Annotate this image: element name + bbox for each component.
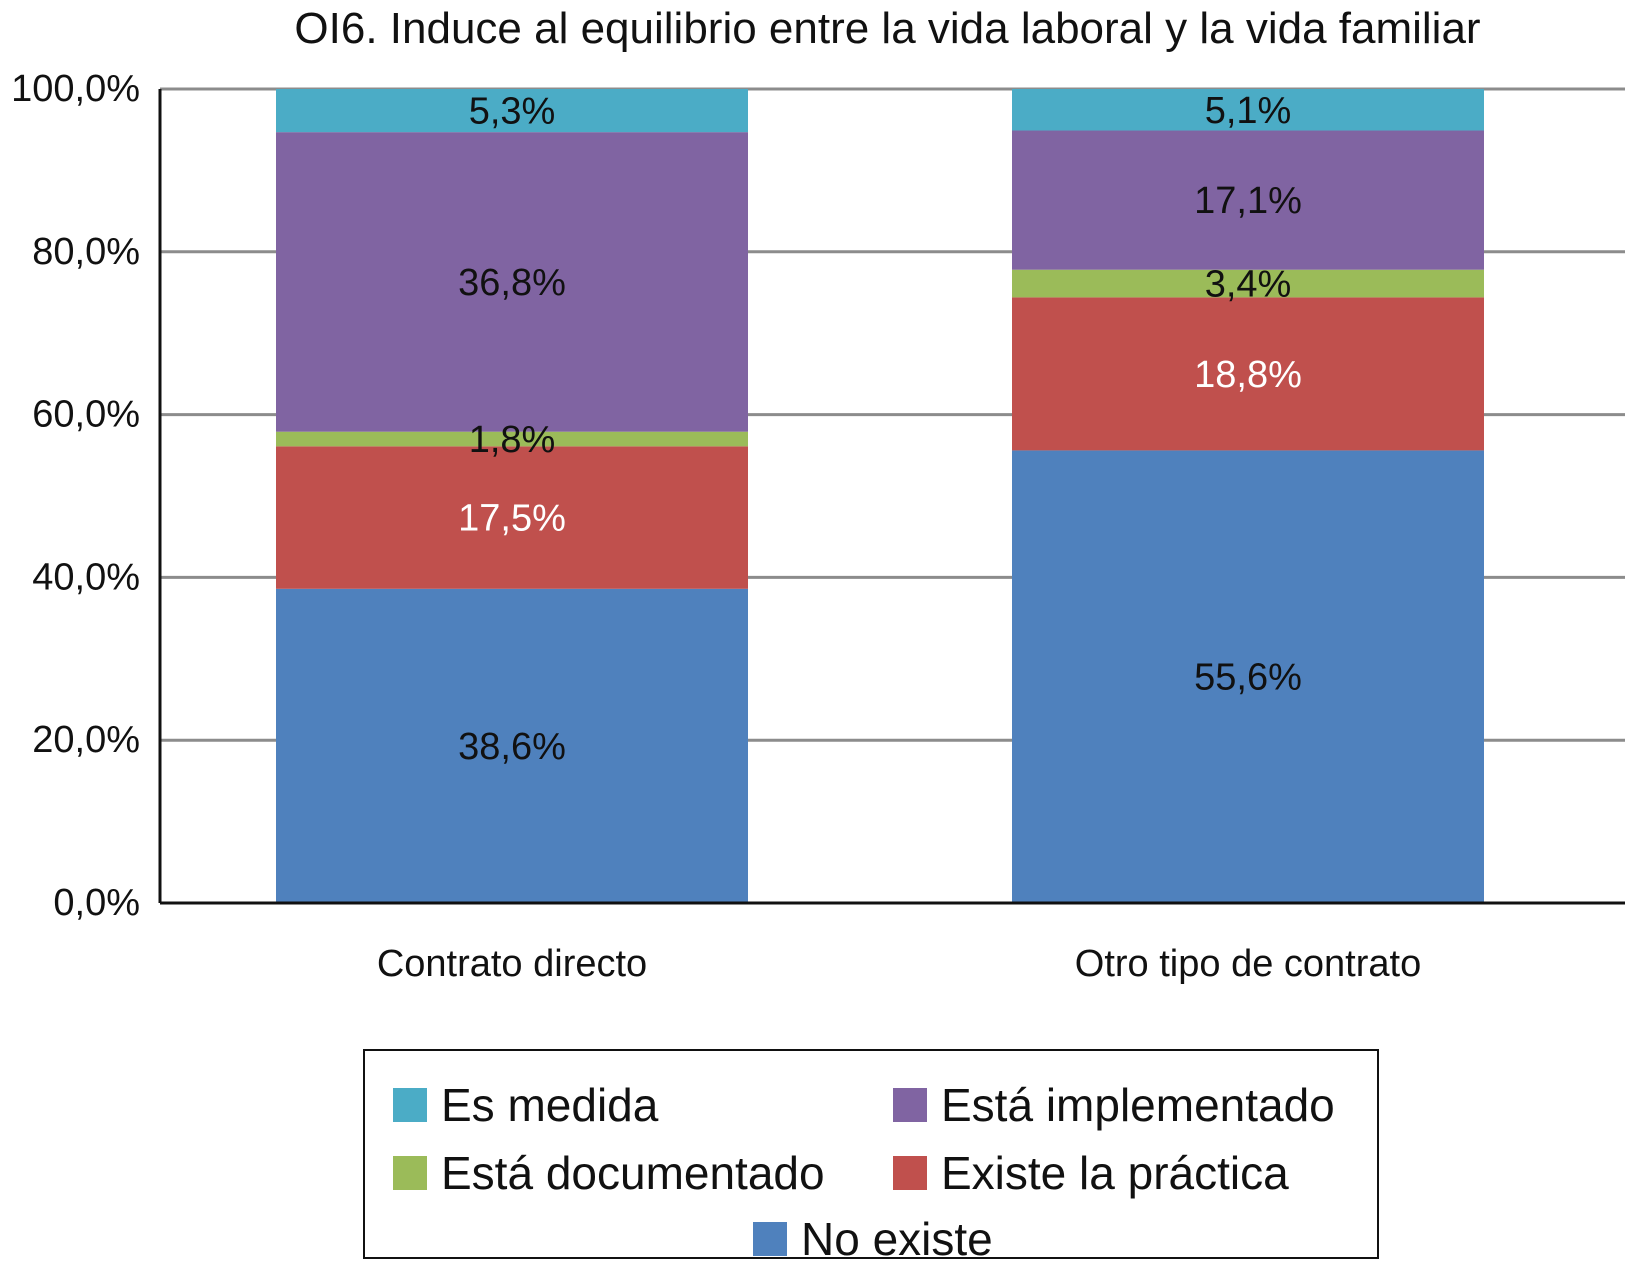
x-tick-label: Contrato directo — [377, 943, 647, 985]
bar-segment — [1012, 130, 1484, 270]
legend-swatch — [893, 1156, 927, 1190]
y-tick-label: 100,0% — [11, 68, 140, 110]
chart-title: OI6. Induce al equilibrio entre la vida … — [294, 4, 1481, 53]
bar-segment — [276, 132, 748, 432]
data-label: 5,3% — [469, 91, 556, 133]
y-tick-label: 0,0% — [53, 882, 140, 924]
bar-segment — [276, 431, 748, 447]
data-label: 3,4% — [1205, 264, 1292, 306]
legend-item-esta-documentado: Está documentado — [393, 1143, 825, 1203]
data-label: 55,6% — [1194, 657, 1302, 699]
bar-segment — [276, 89, 748, 133]
data-label: 18,8% — [1194, 354, 1302, 396]
legend-swatch — [393, 1156, 427, 1190]
bar-segment — [1012, 297, 1484, 451]
bar-segment — [276, 446, 748, 589]
legend-item-es-medida: Es medida — [393, 1075, 658, 1135]
bars — [276, 89, 1484, 903]
data-label: 1,8% — [469, 419, 556, 461]
legend-item-no-existe: No existe — [753, 1209, 993, 1269]
data-label: 38,6% — [458, 726, 566, 768]
axes: 0,0% 20,0% 40,0% 60,0% 80,0% 100,0% Contrato d… — [11, 68, 1625, 985]
x-tick-label: Otro tipo de contrato — [1075, 943, 1421, 985]
stacked-bar-chart: 38,6% 17,5% 1,8% 36,8% 5,3% 55,6% 18,8% 3,4% 17,… — [11, 68, 1625, 985]
legend-swatch — [393, 1088, 427, 1122]
y-tick-label: 80,0% — [32, 231, 140, 273]
legend-label: Está documentado — [441, 1147, 825, 1199]
y-tick-label: 60,0% — [32, 394, 140, 436]
data-label: 36,8% — [458, 262, 566, 304]
legend-item-esta-implementado: Está implementado — [893, 1075, 1335, 1135]
y-tick-label: 20,0% — [32, 719, 140, 761]
bar-segment — [1012, 450, 1484, 903]
data-label: 17,5% — [458, 498, 566, 540]
legend-label: Es medida — [441, 1079, 659, 1131]
data-label: 5,1% — [1205, 90, 1292, 132]
legend-label: Está implementado — [941, 1079, 1335, 1131]
legend-swatch — [753, 1222, 787, 1256]
legend-label: No existe — [801, 1213, 993, 1265]
bar-segment — [1012, 89, 1484, 131]
y-tick-label: 40,0% — [32, 556, 140, 598]
legend-label: Existe la práctica — [941, 1147, 1289, 1199]
bar-segment — [1012, 269, 1484, 298]
bar-segment — [276, 588, 748, 903]
data-label: 17,1% — [1194, 180, 1302, 222]
legend: Es medida Está implementado Está documen… — [363, 1049, 1379, 1262]
legend-item-existe-la-practica: Existe la práctica — [893, 1143, 1289, 1203]
legend-swatch — [893, 1088, 927, 1122]
data-labels: 38,6% 17,5% 1,8% 36,8% 5,3% 55,6% 18,8% 3,4% 17,… — [458, 90, 1302, 768]
